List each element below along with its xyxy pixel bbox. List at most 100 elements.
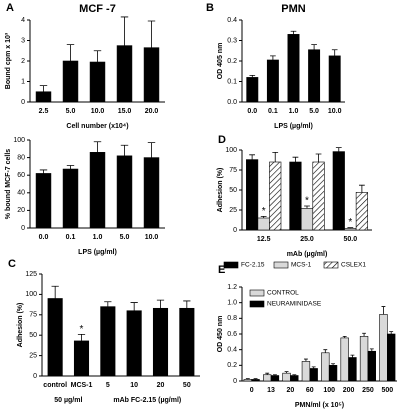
bar — [328, 365, 338, 382]
y-tick-label: 60 — [17, 172, 25, 179]
y-tick-label: 2 — [21, 58, 25, 65]
bar — [243, 379, 252, 382]
x-tick-label: 50 — [183, 382, 191, 389]
bar — [300, 208, 314, 231]
y-tick-label: 0.2 — [227, 362, 237, 369]
x-axis-label: PMN/ml (x 10⁵) — [295, 402, 344, 409]
bar — [89, 152, 106, 229]
bar — [246, 77, 259, 103]
error-bar — [51, 285, 59, 299]
error-bar — [270, 55, 276, 60]
x-tick-label: 10.0 — [328, 108, 342, 115]
legend-swatch — [249, 300, 265, 308]
error-bar — [292, 374, 297, 376]
x-axis-label: Cell number (x10⁴) — [66, 123, 128, 130]
annotation: * — [262, 206, 266, 217]
y-tick-label: 0 — [33, 373, 37, 380]
error-bar — [362, 332, 366, 337]
group-label: 50 µg/ml — [54, 397, 82, 404]
x-tick-label: 50.0 — [344, 236, 358, 243]
bar — [116, 45, 133, 103]
error-bar — [369, 348, 374, 352]
y-tick-label: 100 — [25, 291, 37, 298]
y-tick-label: 50 — [229, 187, 237, 194]
y-tick-label: 0.3 — [227, 37, 237, 44]
group-label: mAb FC-2.15 (µg/ml) — [113, 397, 181, 404]
bar — [126, 310, 142, 377]
y-tick-label: 4 — [21, 17, 25, 24]
x-tick-label: 12.5 — [257, 236, 271, 243]
y-tick-label: 0.6 — [227, 331, 237, 338]
x-tick-label: 0.0 — [39, 234, 49, 241]
bar — [387, 333, 396, 382]
legend-label: CONTROL — [267, 290, 299, 297]
x-tick-label: MCS-1 — [71, 382, 93, 389]
panel-letter: B — [206, 2, 214, 14]
x-tick-label: 20 — [157, 382, 165, 389]
y-tick-label: 80 — [17, 154, 25, 161]
error-bar — [93, 50, 102, 63]
x-tick-label: 2.5 — [39, 108, 49, 115]
error-bar — [245, 378, 250, 380]
y-axis-label: % bound MCF-7 cells — [5, 149, 12, 220]
chart-title: MCF -7 — [79, 3, 116, 15]
x-tick-label: 10.0 — [91, 108, 105, 115]
error-bar — [39, 169, 48, 174]
y-tick-label: 0.4 — [227, 347, 237, 354]
y-tick-label: 3 — [21, 37, 25, 44]
bar — [301, 361, 311, 382]
bar — [143, 47, 160, 103]
annotation: * — [305, 196, 309, 207]
bar — [35, 91, 52, 103]
x-tick-label: 0.1 — [66, 234, 76, 241]
bar — [62, 168, 79, 229]
error-bar — [93, 141, 102, 153]
bar — [257, 217, 270, 231]
legend-swatch — [273, 261, 289, 269]
panel-letter: C — [8, 258, 16, 270]
error-bar — [265, 372, 270, 375]
x-tick-label: 0.0 — [247, 108, 257, 115]
bar — [62, 60, 79, 103]
error-bar — [77, 333, 86, 341]
bar — [266, 59, 279, 103]
error-bar — [342, 335, 347, 338]
y-tick-label: 0 — [233, 227, 237, 234]
x-tick-label: 1.0 — [93, 234, 103, 241]
y-tick-label: 0.1 — [227, 78, 237, 85]
legend-label: NEURAMINIDASE — [267, 301, 322, 308]
y-axis-label: Adhesion (%) — [17, 303, 24, 348]
bar — [89, 61, 106, 103]
error-bar — [311, 366, 316, 369]
legend-swatch — [249, 289, 265, 297]
y-axis-label: Bound cpm x 10³ — [5, 32, 12, 89]
legend-swatch — [323, 261, 339, 269]
x-tick-label: 10 — [130, 382, 138, 389]
x-tick-label: 60 — [306, 387, 314, 394]
bar — [270, 375, 280, 382]
error-bar — [147, 20, 156, 48]
bar — [143, 157, 160, 229]
x-tick-label: 20 — [287, 387, 295, 394]
bar — [344, 228, 357, 231]
bar — [179, 307, 195, 377]
error-bar — [284, 371, 289, 374]
error-bar — [292, 156, 299, 162]
x-tick-label: 5.0 — [66, 108, 76, 115]
y-tick-label: 50 — [29, 332, 37, 339]
x-tick-label: 200 — [343, 387, 355, 394]
x-tick-label: 20.0 — [145, 108, 159, 115]
y-axis-label: Adhesion (%) — [217, 168, 224, 213]
error-bar — [156, 299, 165, 309]
error-bar — [249, 74, 256, 78]
legend-label: MCS-1 — [291, 262, 312, 269]
x-tick-label: 25.0 — [300, 236, 314, 243]
bar — [312, 161, 325, 231]
panel-letter: E — [218, 264, 225, 276]
y-tick-label: 25 — [29, 352, 37, 359]
error-bar — [183, 300, 191, 309]
bar — [340, 337, 349, 382]
y-tick-label: 1.2 — [227, 284, 237, 291]
bar — [332, 151, 345, 231]
